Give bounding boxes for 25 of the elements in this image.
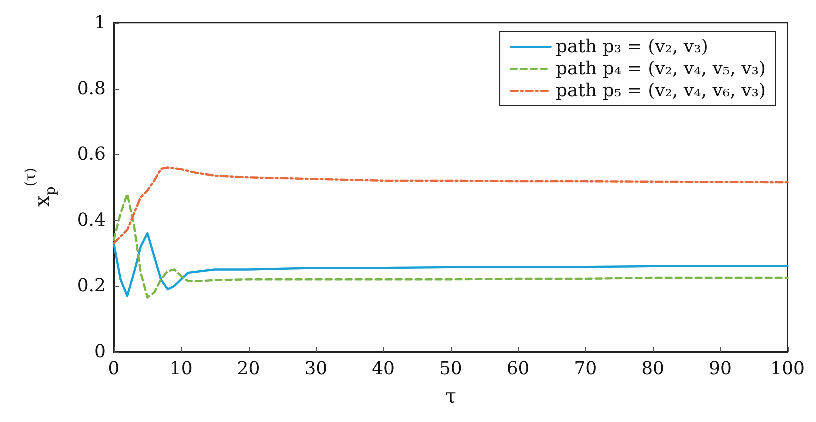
y-tick-label: 0.2 [77,276,106,297]
line-series [112,166,789,245]
y-tick-label: 0.4 [77,210,106,231]
legend-label: path p₃ = (v₂, v₃) [556,36,708,58]
y-tick-label: 0 [94,342,106,362]
x-tick-label: 30 [304,358,328,380]
x-tick-label: 40 [372,358,395,380]
line-series [112,192,789,299]
x-tick-label: 20 [237,358,260,380]
x-tick-label: 90 [708,358,732,380]
x-tick-label: 70 [574,358,598,380]
x-tick-label: 60 [506,358,530,380]
x-tick-label: 10 [170,358,193,380]
legend-label: path p₅ = (v₂, v₄, v₆, v₃) [556,80,766,102]
x-tick-label: 100 [770,358,805,380]
x-tick-label: 50 [439,358,462,380]
y-axis-title: xp(τ) [23,168,59,207]
x-tick-label: 80 [642,358,665,380]
x-tick-label: 0 [108,358,120,380]
y-tick-label: 1 [94,12,106,34]
legend-label: path p₄ = (v₂, v₄, v₅, v₃) [556,58,766,80]
line-series [112,232,789,298]
y-tick-label: 0.6 [77,144,106,166]
y-tick-label: 0.8 [77,78,106,100]
x-axis-title: τ [445,384,456,408]
